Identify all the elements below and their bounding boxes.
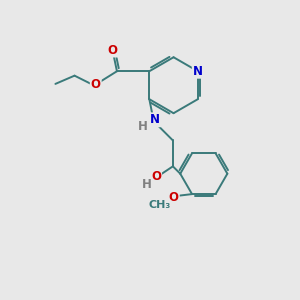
Text: O: O — [169, 190, 179, 203]
Text: O: O — [151, 169, 161, 183]
Text: O: O — [91, 78, 101, 91]
Text: H: H — [138, 120, 148, 133]
Text: H: H — [142, 178, 152, 191]
Text: CH₃: CH₃ — [148, 200, 171, 210]
Text: N: N — [193, 65, 203, 78]
Text: O: O — [107, 44, 118, 56]
Text: N: N — [150, 113, 160, 126]
